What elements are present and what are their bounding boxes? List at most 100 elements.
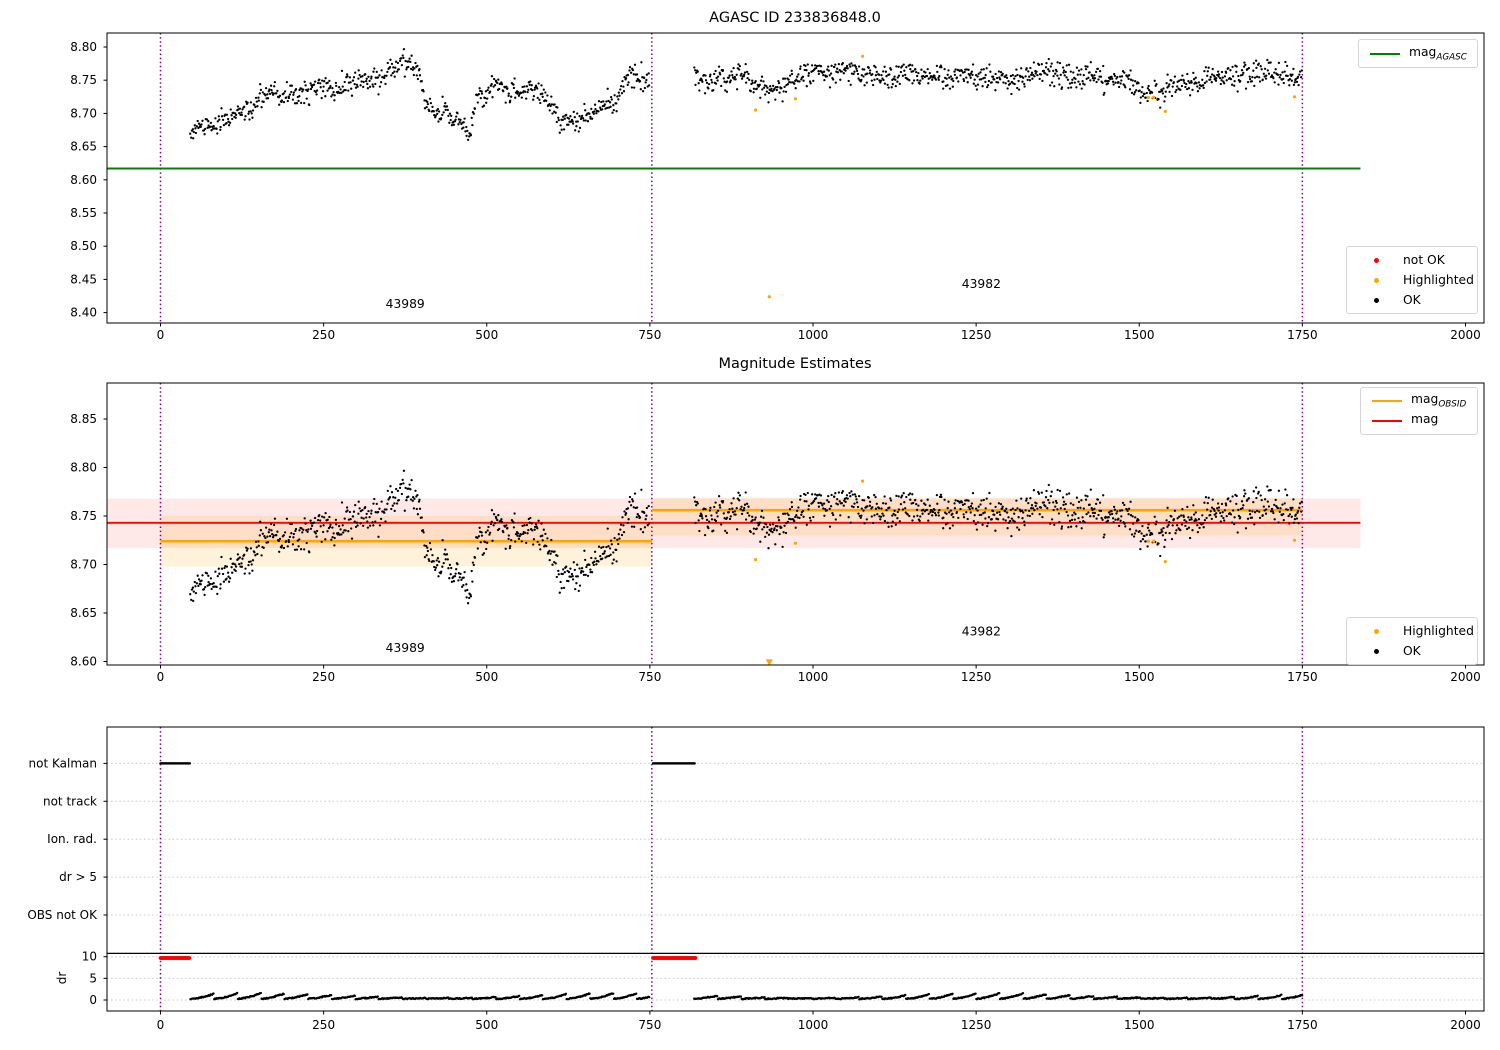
highlighted-marker-swatch (1374, 277, 1379, 283)
legend-label: Highlighted (1403, 273, 1474, 287)
y-tick-label: 8.55 (70, 206, 97, 220)
legend-row: magOBSID (1367, 391, 1471, 411)
flag-row-label: dr > 5 (59, 870, 97, 884)
flag-hits-not-kalman (159, 762, 696, 765)
legend-row: Highlighted (1353, 621, 1474, 641)
flag-row-label: OBS not OK (27, 908, 98, 922)
x-tick-label: 1750 (1287, 1018, 1318, 1032)
plot1-scatter-highlighted (754, 54, 1297, 299)
mag-agasc-line-swatch (1370, 52, 1400, 55)
x-tick-label: 500 (475, 1018, 498, 1032)
x-tick-label: 250 (312, 1018, 335, 1032)
plot3 (107, 727, 1484, 1011)
dr-clipped-points (158, 956, 698, 960)
legend-plot2-points: Highlighted OK (1346, 617, 1478, 665)
y-tick-label: 8.60 (70, 655, 97, 669)
obsid-annotation: 43982 (962, 624, 1001, 638)
x-tick-label: 1500 (1124, 1018, 1155, 1032)
x-tick-label: 1000 (798, 670, 829, 684)
x-tick-label: 750 (638, 670, 661, 684)
not-ok-marker-swatch (1374, 257, 1379, 263)
plot1-scatter-ok (189, 48, 1303, 142)
flag-row-label: not Kalman (29, 756, 97, 770)
plot2-frame: 0 250 500 750 1000 1250 1500 1750 2000 8.60 8.65 8.… (70, 382, 1485, 684)
plot2-spines (106, 382, 1485, 666)
legend-label: OK (1403, 644, 1421, 658)
plot1-spines (106, 32, 1485, 324)
x-tick-label: 1750 (1287, 328, 1318, 342)
y-tick-label: 8.80 (70, 461, 97, 475)
x-tick-label: 1750 (1287, 670, 1318, 684)
y-tick-label: 8.60 (70, 173, 97, 187)
x-tick-label: 500 (475, 328, 498, 342)
dr-trace-points (189, 991, 1304, 1001)
y-tick-label: 8.75 (70, 73, 97, 87)
x-tick-label: 250 (312, 670, 335, 684)
y-tick-label: 8.40 (70, 306, 97, 320)
flag-row-label: Ion. rad. (47, 832, 97, 846)
y-tick-label: 8.65 (70, 140, 97, 154)
clipped-point-marker (765, 659, 773, 666)
obsid-annotation: 43982 (962, 277, 1001, 291)
y-tick-label: 8.80 (70, 40, 97, 54)
plot1: 43989 43982 (106, 33, 1361, 323)
x-tick-label: 1250 (961, 1018, 992, 1032)
x-tick-label: 250 (312, 328, 335, 342)
legend-label: OK (1403, 293, 1421, 307)
legend-row: mag (1367, 411, 1471, 431)
plot2: 43989 43982 (106, 383, 1361, 666)
dr-tick-label: 5 (89, 971, 97, 985)
x-tick-label: 500 (475, 670, 498, 684)
legend-label: mag (1411, 412, 1439, 427)
dr-tick-label: 10 (82, 950, 97, 964)
legend-row: not OK (1353, 250, 1471, 270)
obsid-annotation: 43989 (386, 297, 425, 311)
highlighted-marker-swatch (1374, 628, 1379, 634)
x-tick-label: 1000 (798, 328, 829, 342)
y-tick-label: 8.70 (70, 558, 97, 572)
plot1-title: AGASC ID 233836848.0 (709, 10, 881, 26)
obsid-annotation: 43989 (386, 641, 425, 655)
y-tick-label: 8.50 (70, 239, 97, 253)
legend-label: Highlighted (1403, 624, 1474, 638)
x-tick-label: 0 (157, 670, 165, 684)
plot1-frame: 0 250 500 750 1000 1250 1500 1750 2000 8.40 8.45 8.… (70, 32, 1485, 342)
legend-mag-obsid: magOBSID mag (1360, 387, 1478, 435)
legend-mag-agasc: magAGASC (1358, 39, 1478, 68)
mag-line-swatch (1372, 420, 1402, 422)
plot3-frame: 0 250 500 750 1000 1250 1500 1750 2000 not Kalman… (27, 726, 1485, 1032)
plot2-scatter-highlighted (754, 479, 1297, 666)
legend-label: magAGASC (1409, 44, 1467, 63)
x-tick-label: 1250 (961, 670, 992, 684)
x-tick-label: 1500 (1124, 670, 1155, 684)
legend-label: magOBSID (1411, 392, 1467, 410)
x-tick-label: 1250 (961, 328, 992, 342)
y-tick-label: 8.65 (70, 606, 97, 620)
x-tick-label: 1000 (798, 1018, 829, 1032)
flag-row-label: not track (43, 794, 97, 808)
legend-row: OK (1353, 641, 1471, 661)
plot2-title: Magnitude Estimates (718, 356, 872, 372)
legend-plot1-points: not OK Highlighted OK (1346, 246, 1478, 314)
y-tick-label: 8.70 (70, 106, 97, 120)
y-tick-label: 8.45 (70, 272, 97, 286)
dr-tick-label: 0 (89, 993, 97, 1007)
dr-axis-label: dr (55, 972, 69, 985)
x-tick-label: 2000 (1450, 328, 1481, 342)
legend-row: magAGASC (1365, 43, 1471, 64)
legend-row: Highlighted (1353, 270, 1474, 290)
y-tick-label: 8.75 (70, 509, 97, 523)
x-tick-label: 750 (638, 1018, 661, 1032)
ok-marker-swatch (1374, 648, 1379, 654)
x-tick-label: 0 (157, 328, 165, 342)
x-tick-label: 2000 (1450, 670, 1481, 684)
mag-obsid-line-swatch (1372, 400, 1402, 402)
legend-row: OK (1353, 290, 1471, 310)
ok-marker-swatch (1374, 297, 1379, 303)
x-tick-label: 0 (157, 1018, 165, 1032)
y-tick-label: 8.85 (70, 412, 97, 426)
legend-label: not OK (1403, 253, 1445, 267)
x-tick-label: 2000 (1450, 1018, 1481, 1032)
